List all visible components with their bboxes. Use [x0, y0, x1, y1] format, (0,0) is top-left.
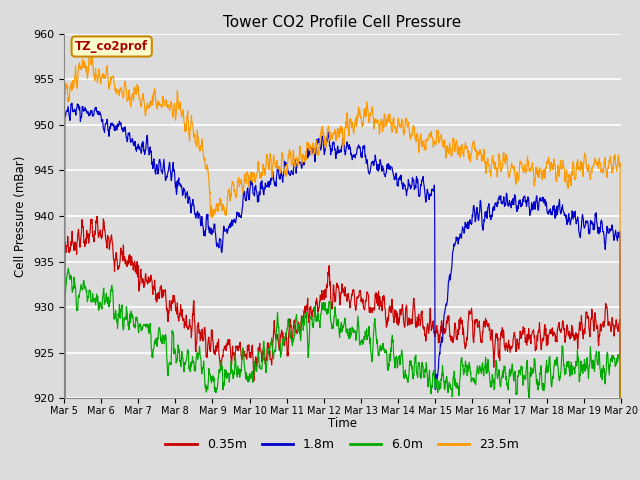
- Title: Tower CO2 Profile Cell Pressure: Tower CO2 Profile Cell Pressure: [223, 15, 461, 30]
- X-axis label: Time: Time: [328, 418, 357, 431]
- Text: TZ_co2prof: TZ_co2prof: [75, 40, 148, 53]
- Legend: 0.35m, 1.8m, 6.0m, 23.5m: 0.35m, 1.8m, 6.0m, 23.5m: [161, 433, 524, 456]
- Y-axis label: Cell Pressure (mBar): Cell Pressure (mBar): [15, 156, 28, 276]
